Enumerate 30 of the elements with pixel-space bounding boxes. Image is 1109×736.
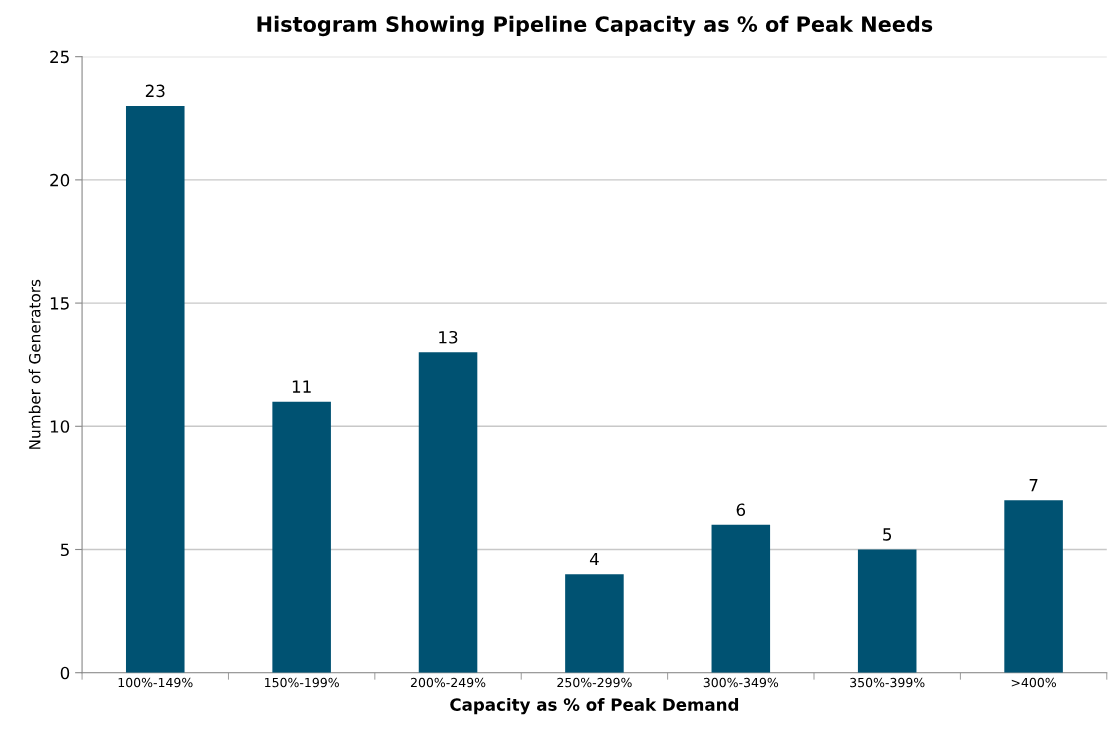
data-label: 4 xyxy=(589,552,599,566)
x-tick-label: 350%-399% xyxy=(850,677,925,688)
x-axis-title: Capacity as % of Peak Demand xyxy=(450,698,739,715)
bar xyxy=(1004,500,1063,673)
data-label: 13 xyxy=(439,330,458,344)
x-tick-label: 100%-149% xyxy=(118,677,193,688)
x-tick-label: 200%-249% xyxy=(410,677,486,688)
data-label: 11 xyxy=(292,380,311,393)
y-tick-label: 20 xyxy=(50,173,70,187)
chart-title: Histogram Showing Pipeline Capacity as % of Peak Needs xyxy=(257,15,933,37)
data-label: 7 xyxy=(1029,479,1038,492)
y-tick-label: 25 xyxy=(50,50,69,64)
bar xyxy=(711,524,771,673)
bar xyxy=(125,105,185,673)
bar xyxy=(857,549,917,673)
y-axis-title: Number of Generators xyxy=(28,279,41,449)
x-tick-label: 150%-199% xyxy=(265,677,339,688)
bar xyxy=(565,574,624,673)
y-tick-label: 0 xyxy=(60,666,70,680)
data-label: 23 xyxy=(145,84,165,98)
y-tick-label: 15 xyxy=(50,297,69,310)
y-tick-label: 5 xyxy=(60,543,69,557)
x-tick-label: 250%-299% xyxy=(557,677,632,688)
x-tick-label: >400% xyxy=(1011,677,1056,688)
data-label: 6 xyxy=(736,503,746,517)
bar xyxy=(272,401,331,673)
bar xyxy=(418,352,478,673)
x-tick-label: 300%-349% xyxy=(703,677,779,688)
data-label: 5 xyxy=(883,528,892,541)
y-tick-label: 10 xyxy=(50,420,70,433)
